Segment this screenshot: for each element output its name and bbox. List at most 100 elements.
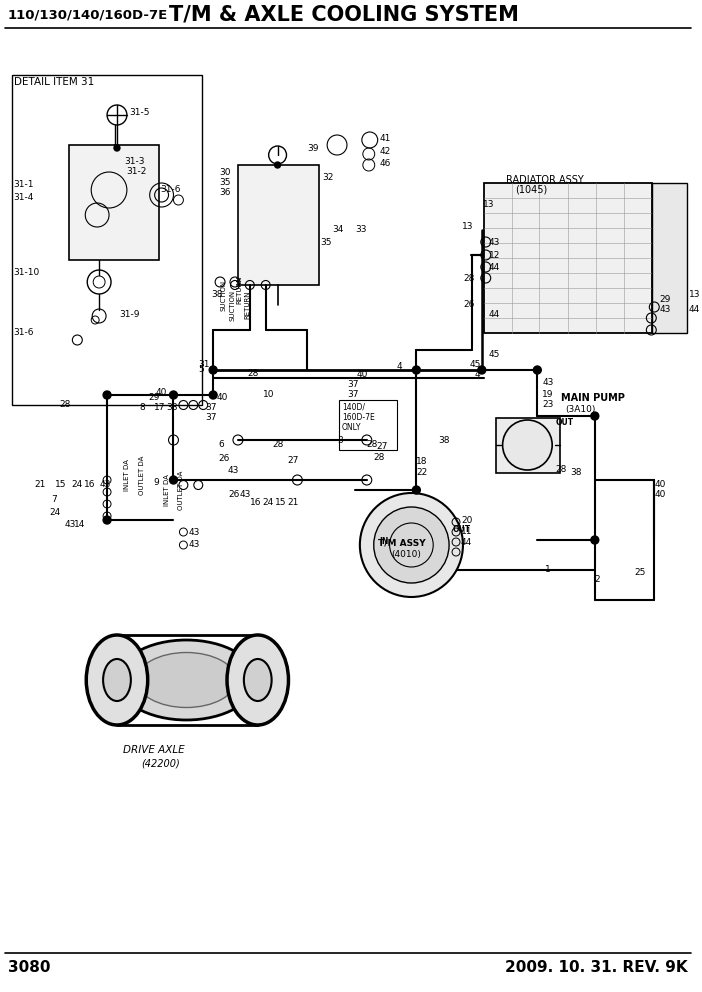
Bar: [652, 183, 687, 333]
Text: 24: 24: [72, 480, 83, 489]
Text: 29: 29: [659, 295, 670, 304]
Text: 27: 27: [288, 456, 299, 465]
Text: 43: 43: [489, 238, 500, 247]
Text: ONLY: ONLY: [342, 423, 362, 432]
Text: RETURN: RETURN: [245, 291, 251, 319]
Text: 27: 27: [536, 432, 547, 441]
Bar: [12, 75, 202, 405]
Text: 110/130/140/160D-7E: 110/130/140/160D-7E: [8, 8, 168, 21]
Text: 35: 35: [220, 178, 231, 187]
Text: 17: 17: [154, 403, 165, 412]
Text: 26: 26: [228, 490, 239, 499]
Circle shape: [274, 162, 281, 168]
Text: 43: 43: [188, 528, 200, 537]
Text: 44: 44: [689, 305, 700, 314]
Text: 8: 8: [140, 403, 145, 412]
Text: 4: 4: [474, 370, 479, 379]
Circle shape: [360, 493, 463, 597]
Text: 39: 39: [307, 144, 319, 153]
Text: 31-2: 31-2: [126, 167, 146, 176]
Text: 31-10: 31-10: [13, 268, 39, 277]
Text: 2: 2: [595, 575, 600, 584]
Text: 33: 33: [355, 225, 366, 234]
Text: T/M ASSY: T/M ASSY: [378, 538, 425, 547]
Text: 7: 7: [51, 495, 58, 504]
Text: 30: 30: [220, 168, 231, 177]
Text: (42200): (42200): [141, 758, 180, 768]
Circle shape: [209, 391, 217, 399]
Text: 38: 38: [438, 436, 450, 445]
Circle shape: [591, 536, 599, 544]
Text: OUT: OUT: [555, 418, 574, 427]
Text: T/M & AXLE COOLING SYSTEM: T/M & AXLE COOLING SYSTEM: [168, 5, 518, 25]
Text: 43: 43: [228, 466, 239, 475]
Text: 32: 32: [322, 173, 333, 182]
Ellipse shape: [86, 635, 147, 725]
Text: 140D/: 140D/: [342, 403, 365, 412]
Text: 5: 5: [198, 365, 204, 374]
Text: 38: 38: [570, 468, 581, 477]
Circle shape: [503, 420, 552, 470]
Text: IN: IN: [503, 435, 512, 444]
Text: 37: 37: [347, 390, 359, 399]
Text: 43: 43: [659, 305, 670, 314]
Circle shape: [373, 507, 449, 583]
Text: MAIN PUMP: MAIN PUMP: [561, 393, 625, 403]
Text: 20: 20: [461, 516, 472, 525]
Text: 41: 41: [380, 134, 391, 143]
Text: 43: 43: [542, 378, 554, 387]
Text: 13: 13: [689, 290, 701, 299]
Circle shape: [169, 476, 178, 484]
Text: OUTLET DA: OUTLET DA: [178, 470, 185, 510]
Text: 1: 1: [545, 565, 551, 574]
Text: 40: 40: [156, 388, 167, 397]
Text: 19: 19: [542, 390, 554, 399]
Circle shape: [114, 145, 120, 151]
Text: 36: 36: [220, 188, 231, 197]
Text: (1045): (1045): [515, 185, 548, 195]
Text: 44: 44: [489, 310, 500, 319]
Text: 3080: 3080: [8, 960, 51, 975]
Text: 44: 44: [489, 263, 500, 272]
Text: 28: 28: [367, 440, 378, 449]
Text: INLET DA: INLET DA: [124, 459, 130, 491]
Circle shape: [591, 412, 599, 420]
Text: OUTLET DA: OUTLET DA: [139, 455, 145, 495]
Text: 34: 34: [332, 225, 343, 234]
Text: 31-3: 31-3: [124, 157, 145, 166]
Text: 31-1: 31-1: [13, 180, 34, 189]
Text: 31-4: 31-4: [13, 193, 33, 202]
Text: 27: 27: [377, 442, 388, 451]
Text: 28: 28: [373, 453, 385, 462]
Text: 37: 37: [205, 413, 217, 422]
Text: 31-5: 31-5: [129, 108, 150, 117]
Ellipse shape: [244, 659, 272, 701]
Bar: [238, 165, 319, 285]
Text: 43: 43: [99, 480, 110, 489]
Text: 160D-7E: 160D-7E: [342, 413, 375, 422]
Text: OUT: OUT: [453, 525, 471, 534]
Text: SUCTION: SUCTION: [230, 290, 236, 320]
Text: 23: 23: [542, 400, 554, 409]
Text: 28: 28: [463, 274, 475, 283]
Text: 16: 16: [250, 498, 261, 507]
Text: 38: 38: [211, 290, 223, 299]
Text: 43: 43: [65, 520, 76, 529]
Circle shape: [103, 516, 111, 524]
Text: RETURN: RETURN: [236, 276, 242, 305]
Text: (4010): (4010): [392, 550, 421, 559]
Text: 14: 14: [74, 520, 86, 529]
Text: 28: 28: [272, 440, 284, 449]
Text: 21: 21: [34, 480, 46, 489]
Bar: [496, 418, 560, 473]
Text: 44: 44: [461, 538, 472, 547]
Bar: [339, 400, 397, 450]
Circle shape: [169, 391, 178, 399]
Ellipse shape: [227, 635, 289, 725]
Bar: [69, 145, 159, 260]
Text: DRIVE AXLE: DRIVE AXLE: [123, 745, 185, 755]
Text: 11: 11: [461, 527, 472, 536]
Text: 31-9: 31-9: [119, 310, 140, 319]
Text: 26: 26: [463, 300, 475, 309]
Text: 45: 45: [470, 360, 481, 369]
